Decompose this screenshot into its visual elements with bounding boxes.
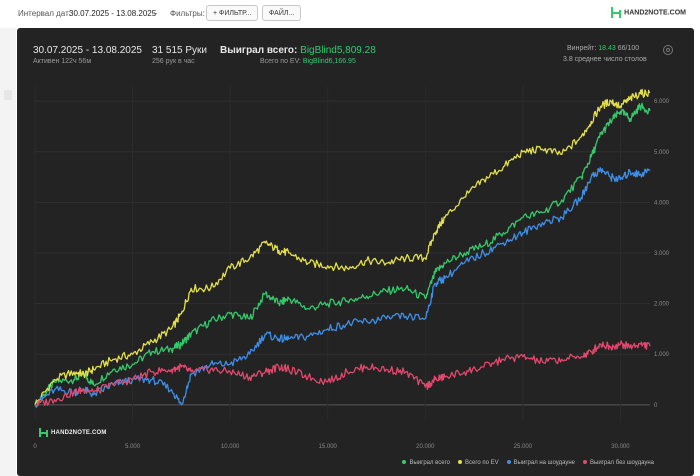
y-tick-label: 3.000 (654, 251, 670, 257)
summary-won-total: Выиграл всего: BigBlind5,809.28 (220, 45, 376, 56)
add-filter-button[interactable]: + ФИЛЬТР... (206, 5, 259, 21)
winrate-suffix: 66/100 (617, 45, 640, 52)
y-tick-label: 2.000 (654, 302, 670, 308)
watermark-text: HAND2NOTE.COM (51, 430, 107, 437)
legend-label: Выиграл без шоудауна (590, 460, 654, 466)
legend-dot-icon (402, 460, 407, 465)
y-tick-label: 6.000 (654, 99, 670, 105)
legend-label: Выиграл на шоудауне (513, 460, 575, 466)
hand2note-watermark-icon (39, 428, 48, 437)
legend-label: Всего по EV (465, 460, 499, 466)
graph-chart: 0 1.000 2.000 3.000 4.000 5.000 6.000 0 5.000 10.… (33, 86, 670, 450)
filters-label: Фильтры: (170, 9, 205, 18)
series-line (34, 102, 651, 406)
chevron-down-icon[interactable]: ⌄ (152, 8, 159, 17)
summary-hands-per-hour: 256 рук в час (152, 58, 195, 65)
winrate-label: Винрейт: (567, 45, 597, 52)
y-tick-label: 5.000 (654, 150, 670, 156)
brand-text: HAND2NOTE.COM (624, 9, 686, 17)
legend-dot-icon (458, 460, 463, 465)
watermark: HAND2NOTE.COM (39, 428, 107, 437)
series-line (34, 88, 651, 406)
legend-item[interactable]: Выиграл всего (402, 460, 450, 466)
legend-dot-icon (506, 460, 511, 465)
y-tick-label: 4.000 (654, 200, 670, 206)
summary-avg-tables: 3.8 среднее число столов (563, 56, 647, 63)
legend-item[interactable]: Выиграл на шоудауне (506, 460, 575, 466)
sidebar-tab[interactable] (4, 90, 12, 100)
x-tick-label: 20.000 (416, 444, 435, 450)
series-line (34, 340, 651, 407)
x-tick-label: 25.000 (514, 444, 533, 450)
file-button[interactable]: ФАЙЛ... (262, 5, 302, 21)
ev-value: BigBlind6,166.95 (302, 58, 356, 65)
series-line (34, 167, 651, 408)
ev-label: Всего по EV: (260, 58, 301, 65)
won-total-value: BigBlind5,809.28 (300, 45, 376, 56)
x-tick-label: 30.000 (611, 444, 630, 450)
y-tick-label: 1.000 (654, 352, 670, 358)
won-total-label: Выиграл всего: (220, 45, 298, 56)
interval-select[interactable]: 30.07.2025 - 13.08.2025 (69, 9, 157, 18)
winrate-value: 18.43 (598, 45, 616, 52)
chart-legend: Выиграл всего Всего по EV Выиграл на шоуда… (394, 460, 654, 466)
legend-item[interactable]: Всего по EV (458, 460, 499, 466)
x-tick-label: 5.000 (125, 444, 141, 450)
y-tick-label: 0 (654, 403, 658, 409)
summary-active-time: Активен 122ч 56м (33, 58, 92, 65)
hand2note-logo-icon (611, 7, 622, 18)
left-sidebar (0, 28, 16, 476)
graph-panel: 30.07.2025 - 13.08.2025 Активен 122ч 56м… (17, 28, 694, 476)
brand-logo: HAND2NOTE.COM (611, 7, 686, 18)
summary-hands: 31 515 Руки (152, 45, 207, 56)
toolbar: Интервал дат: 30.07.2025 - 13.08.2025 ⌄ … (0, 0, 700, 28)
legend-item[interactable]: Выиграл без шоудауна (583, 460, 654, 466)
summary-ev: Всего по EV: BigBlind6,166.95 (260, 58, 356, 65)
legend-dot-icon (583, 460, 587, 465)
legend-label: Выиграл всего (409, 460, 451, 466)
summary-date-range: 30.07.2025 - 13.08.2025 (33, 45, 142, 56)
x-tick-label: 10.000 (221, 444, 240, 450)
x-tick-label: 15.000 (319, 444, 338, 450)
gear-icon[interactable] (663, 45, 673, 55)
summary-winrate: Винрейт: 18.43 66/100 (567, 45, 639, 52)
interval-label: Интервал дат: (18, 9, 71, 18)
x-tick-label: 0 (33, 444, 37, 450)
